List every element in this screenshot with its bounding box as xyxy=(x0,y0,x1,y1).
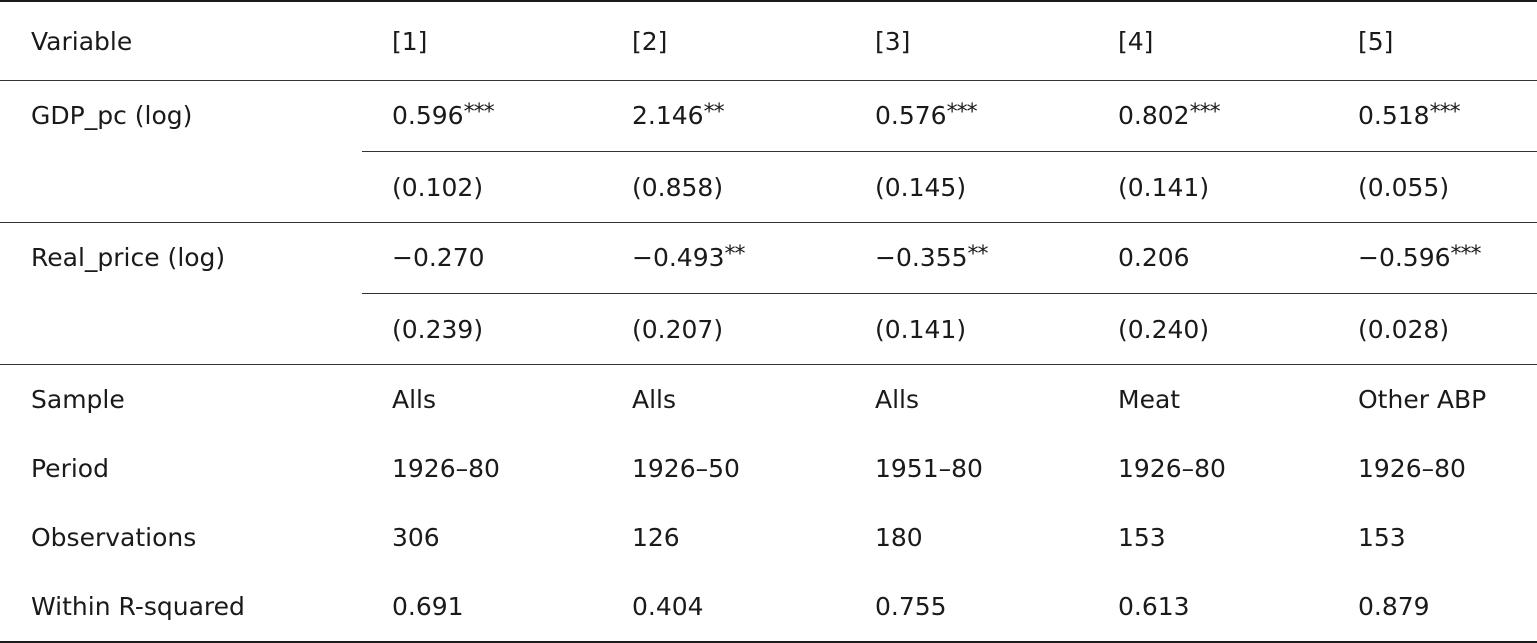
period-label: Period xyxy=(31,454,109,483)
significance-stars: *** xyxy=(1189,100,1221,125)
price-se-2: (0.207) xyxy=(602,293,845,365)
period-row: Period 1926–80 1926–50 1951–80 1926–80 1… xyxy=(0,434,1537,503)
coef-value: 2.146 xyxy=(632,101,704,130)
price-coef-2: −0.493** xyxy=(602,222,845,294)
price-se-3: (0.141) xyxy=(845,293,1088,365)
price-coef-1: −0.270 xyxy=(362,222,602,294)
coef-value: 0.802 xyxy=(1118,101,1190,130)
price-coef-5: −0.596*** xyxy=(1328,222,1537,294)
sample-label: Sample xyxy=(31,385,125,414)
price-coef-3: −0.355** xyxy=(845,222,1088,294)
coef-value: 0.518 xyxy=(1358,101,1430,130)
sample-value: Alls xyxy=(392,385,437,414)
significance-stars: *** xyxy=(463,100,495,125)
coef-value: −0.493 xyxy=(632,243,725,272)
r-squared-value: 0.755 xyxy=(845,572,1088,643)
header-col-1: [1] xyxy=(362,0,602,81)
observations-value: 306 xyxy=(392,523,440,552)
observations-value: 153 xyxy=(1358,523,1406,552)
r-squared-value: 0.613 xyxy=(1088,572,1328,643)
r-squared-row: Within R-squared 0.691 0.404 0.755 0.613… xyxy=(0,572,1537,643)
period-value: 1926–80 xyxy=(1118,454,1226,483)
price-coef-4: 0.206 xyxy=(1088,222,1328,294)
coef-value: −0.596 xyxy=(1358,243,1451,272)
sample-value: Alls xyxy=(875,385,920,414)
sample-value: Other ABP xyxy=(1358,385,1487,414)
coef-value: −0.270 xyxy=(392,243,485,272)
gdp-coef-4: 0.802*** xyxy=(1088,80,1328,152)
header-col-5: [5] xyxy=(1328,0,1537,81)
observations-row: Observations 306 126 180 153 153 xyxy=(0,503,1537,572)
significance-stars: *** xyxy=(946,100,978,125)
significance-stars: *** xyxy=(1429,100,1461,125)
gdp-se-3: (0.145) xyxy=(845,151,1088,223)
header-col-2: [2] xyxy=(602,0,845,81)
gdp-se-5: (0.055) xyxy=(1328,151,1537,223)
r-squared-value: 0.404 xyxy=(602,572,845,643)
observations-value: 126 xyxy=(632,523,680,552)
r-squared-value: 0.879 xyxy=(1328,572,1537,643)
significance-stars: ** xyxy=(724,242,746,267)
gdp-se-4: (0.141) xyxy=(1088,151,1328,223)
period-value: 1951–80 xyxy=(875,454,983,483)
coef-value: 0.206 xyxy=(1118,243,1190,272)
r-squared-value: 0.691 xyxy=(362,572,602,643)
sample-row: Sample Alls Alls Alls Meat Other ABP xyxy=(0,365,1537,435)
gdp-coef-2: 2.146** xyxy=(602,80,845,152)
gdp-coef-5: 0.518*** xyxy=(1328,80,1537,152)
price-label: Real_price (log) xyxy=(0,222,362,365)
gdp-coef-row: GDP_pc (log) 0.596*** 2.146** 0.576*** 0… xyxy=(0,80,1537,223)
price-se-4: (0.240) xyxy=(1088,293,1328,365)
price-se-row: (0.239) (0.207) (0.141) (0.240) (0.028) xyxy=(0,293,1537,365)
price-se-5: (0.028) xyxy=(1328,293,1537,365)
observations-value: 180 xyxy=(875,523,923,552)
coef-value: 0.596 xyxy=(392,101,464,130)
gdp-se-2: (0.858) xyxy=(602,151,845,223)
gdp-se-row: (0.102) (0.858) (0.145) (0.141) (0.055) xyxy=(0,151,1537,223)
sample-value: Alls xyxy=(632,385,677,414)
significance-stars: *** xyxy=(1450,242,1482,267)
period-value: 1926–80 xyxy=(1358,454,1466,483)
period-value: 1926–50 xyxy=(632,454,740,483)
gdp-label: GDP_pc (log) xyxy=(0,80,362,223)
price-coef-row: Real_price (log) −0.270 −0.493** −0.355*… xyxy=(0,222,1537,365)
gdp-se-1: (0.102) xyxy=(362,151,602,223)
price-se-1: (0.239) xyxy=(362,293,602,365)
r-squared-label: Within R-squared xyxy=(0,572,362,643)
sample-value: Meat xyxy=(1118,385,1181,414)
observations-label: Observations xyxy=(31,523,197,552)
period-value: 1926–80 xyxy=(392,454,500,483)
header-variable: Variable xyxy=(0,0,362,81)
significance-stars: ** xyxy=(703,100,725,125)
observations-value: 153 xyxy=(1118,523,1166,552)
coef-value: 0.576 xyxy=(875,101,947,130)
significance-stars: ** xyxy=(967,242,989,267)
header-col-3: [3] xyxy=(845,0,1088,81)
gdp-coef-3: 0.576*** xyxy=(845,80,1088,152)
header-row: Variable [1] [2] [3] [4] [5] xyxy=(0,0,1537,81)
gdp-coef-1: 0.596*** xyxy=(362,80,602,152)
header-col-4: [4] xyxy=(1088,0,1328,81)
coef-value: −0.355 xyxy=(875,243,968,272)
